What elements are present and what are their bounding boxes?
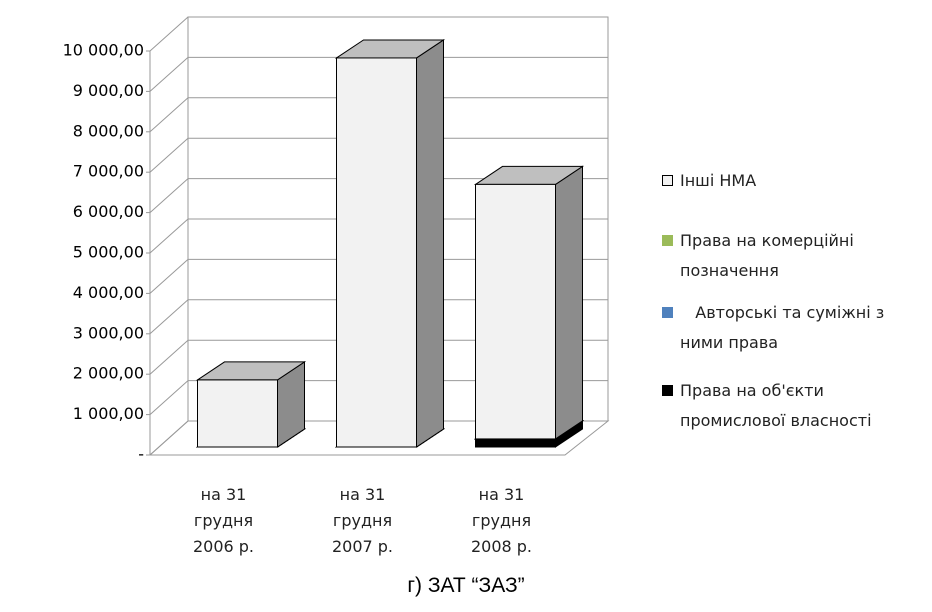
y-tick-label: 9 000,00	[73, 81, 144, 100]
y-tick-label: 2 000,00	[73, 364, 144, 383]
legend-label: Інші НМА	[680, 171, 757, 190]
x-tick-label: на 31 грудня 2008 р.	[470, 485, 533, 556]
x-tick-label: на 31 грудня 2006 р.	[192, 485, 255, 556]
grid-line	[149, 218, 608, 254]
y-tick-label: 10 000,00	[63, 41, 144, 60]
bar	[475, 183, 556, 440]
grid-line	[149, 56, 608, 92]
grid-line	[149, 299, 608, 335]
y-tick-label: 1 000,00	[73, 404, 144, 423]
legend-item: Права на комерційні позначення	[662, 226, 924, 286]
y-tick-label: 6 000,00	[73, 202, 144, 221]
bar	[197, 379, 278, 448]
grid-line	[149, 97, 608, 133]
grid-line	[149, 137, 608, 173]
legend-label: Авторські та суміжні з ними права	[680, 303, 890, 352]
legend-item: Права на об'єкти промислової власності	[662, 376, 924, 436]
chart-title: г) ЗАТ “ЗАЗ”	[407, 574, 525, 597]
legend-label: Права на комерційні позначення	[680, 231, 859, 280]
bar	[475, 438, 556, 448]
legend-item: Авторські та суміжні з ними права	[662, 298, 924, 358]
grid-line	[149, 380, 608, 415]
y-tick-label: 5 000,00	[73, 243, 144, 262]
legend-marker	[662, 385, 673, 396]
bar-side	[416, 39, 444, 448]
legend-label: Права на об'єкти промислової власності	[680, 381, 872, 430]
y-tick-label: 8 000,00	[73, 121, 144, 140]
x-tick-label: на 31 грудня 2007 р.	[331, 485, 394, 556]
bar-side	[555, 165, 583, 440]
grid-line	[149, 339, 608, 375]
y-tick-label: 4 000,00	[73, 283, 144, 302]
grid-line	[149, 16, 608, 52]
legend-marker	[662, 235, 673, 246]
legend-item: Інші НМА	[662, 166, 924, 196]
grid-line	[149, 178, 608, 213]
y-tick-label: 7 000,00	[73, 162, 144, 181]
grid-line	[149, 258, 608, 294]
bar	[336, 57, 417, 448]
y-tick-label: -	[138, 445, 144, 464]
grid-line	[149, 420, 608, 456]
y-tick-label: 3 000,00	[73, 323, 144, 342]
legend-marker	[662, 307, 673, 318]
legend-marker	[662, 175, 673, 186]
